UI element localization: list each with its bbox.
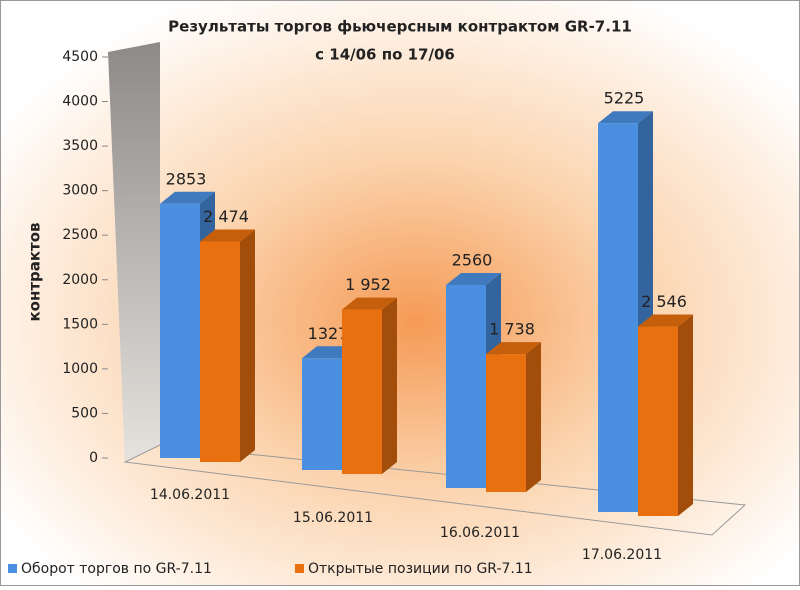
bar-side: [382, 297, 397, 474]
y-tick-label: 2000: [62, 272, 98, 288]
side-wall: [108, 42, 160, 462]
data-label: 1 952: [345, 275, 391, 294]
bar: [200, 241, 240, 462]
legend-swatch: [295, 564, 304, 573]
legend-label: Оборот торгов по GR-7.11: [21, 561, 212, 577]
data-label: 1 738: [489, 320, 535, 339]
x-tick-label: 15.06.2011: [293, 510, 373, 526]
legend-label: Открытые позиции по GR-7.11: [308, 561, 533, 577]
y-tick-label: 4500: [62, 49, 98, 65]
bar: [598, 123, 638, 512]
data-label: 2853: [166, 169, 207, 188]
bar-top: [446, 272, 501, 285]
data-label: 2 474: [203, 207, 249, 226]
bar: [342, 309, 382, 474]
bar: [160, 203, 200, 458]
y-tick-label: 1000: [62, 361, 98, 377]
legend-swatch: [8, 564, 17, 573]
y-tick-label: 3500: [62, 138, 98, 154]
bar: [446, 284, 486, 488]
bar: [486, 354, 526, 492]
bar: [638, 326, 678, 516]
y-tick-label: 500: [71, 405, 98, 421]
bar-top: [160, 191, 215, 204]
bar-top: [638, 314, 693, 327]
bar-top: [342, 297, 397, 310]
x-tick-label: 16.06.2011: [440, 525, 520, 541]
y-axis-label: контрактов: [26, 222, 44, 321]
bar-top: [598, 111, 653, 124]
bar-side: [526, 342, 541, 492]
bar-top: [486, 342, 541, 355]
x-tick-label: 14.06.2011: [150, 487, 230, 503]
bar-side: [240, 229, 255, 462]
data-label: 2560: [452, 250, 493, 269]
data-label: 1327: [308, 324, 349, 343]
bar-top: [200, 229, 255, 242]
data-label: 5225: [604, 89, 645, 108]
data-label: 2 546: [641, 292, 687, 311]
bar: [302, 358, 342, 470]
y-tick-label: 1500: [62, 316, 98, 332]
y-tick-label: 0: [89, 450, 98, 466]
chart-title: Результаты торгов фьючерсным контрактом …: [168, 18, 632, 36]
y-tick-label: 3000: [62, 183, 98, 199]
bar-side: [678, 314, 693, 516]
y-tick-label: 4000: [62, 94, 98, 110]
x-tick-label: 17.06.2011: [582, 547, 662, 563]
chart-subtitle: с 14/06 по 17/06: [315, 46, 455, 64]
y-tick-label: 2500: [62, 227, 98, 243]
floor: [123, 444, 747, 536]
